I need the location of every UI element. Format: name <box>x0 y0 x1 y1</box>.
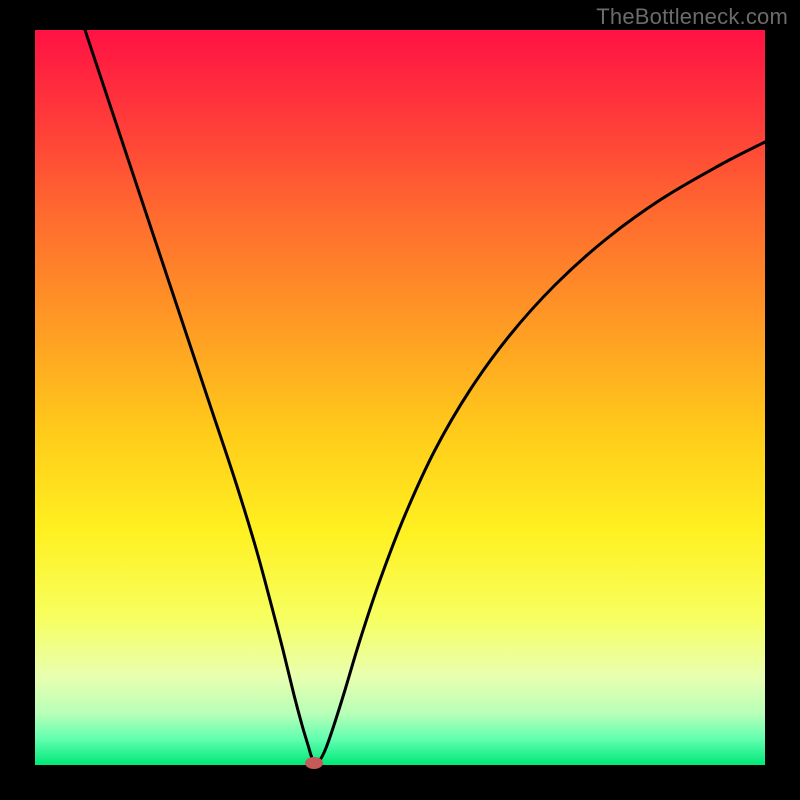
watermark-text: TheBottleneck.com <box>596 4 788 30</box>
chart-container: TheBottleneck.com <box>0 0 800 800</box>
plot-background <box>35 30 765 765</box>
bottleneck-chart <box>0 0 800 800</box>
optimum-marker <box>305 757 323 769</box>
